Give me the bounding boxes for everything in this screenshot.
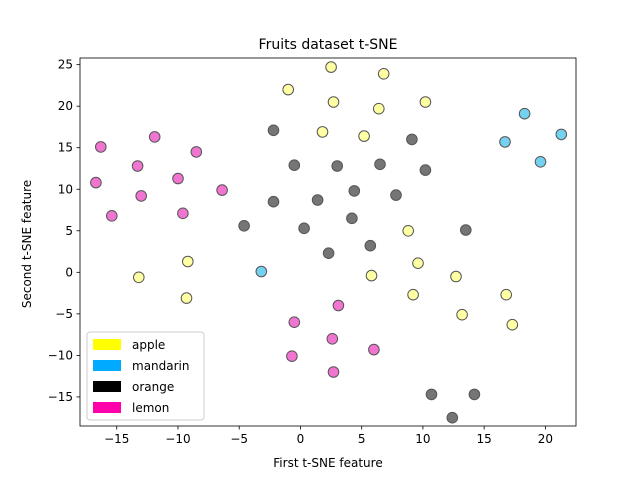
data-point-lemon [177,207,189,220]
y-tick-label: 20 [58,99,73,113]
y-tick-label: 10 [58,182,73,196]
series-orange [238,124,481,424]
y-axis: −15 −10 −5 0 5 10 15 20 25 [48,58,80,404]
data-point-lemon [288,316,301,329]
data-point-orange [425,388,438,401]
data-point-orange [267,124,280,137]
y-tick-label: 0 [65,265,73,279]
data-point-mandarin [499,136,511,148]
data-point-lemon [131,160,144,172]
legend-label-mandarin: mandarin [132,359,190,373]
data-point-lemon [327,366,340,378]
x-tick-label: 5 [358,432,366,446]
y-tick-label: −5 [55,307,73,321]
data-point-orange [390,189,402,201]
data-point-apple [358,130,370,142]
data-point-orange [406,133,418,146]
data-point-lemon [90,176,102,189]
data-point-apple [412,257,424,270]
data-point-orange [468,388,481,401]
x-tick-label: 20 [538,432,553,446]
series-mandarin [255,107,568,278]
y-tick-label: 5 [65,224,73,238]
data-point-lemon [148,131,161,143]
data-point-orange [331,160,344,172]
data-point-lemon [368,343,380,356]
data-point-orange [238,220,250,232]
data-point-lemon [95,141,107,153]
legend-box [86,331,205,421]
data-point-lemon [326,333,339,345]
data-point-lemon [332,299,345,312]
legend-swatch-apple [93,339,121,350]
data-point-apple [325,61,337,73]
data-point-apple [419,96,432,108]
data-point-orange [298,222,310,235]
data-point-apple [506,318,519,331]
legend-swatch-mandarin [93,360,121,371]
data-point-apple [365,269,378,282]
data-point-mandarin [255,265,268,278]
legend-label-lemon: lemon [132,401,169,415]
data-point-lemon [216,184,228,196]
y-tick-label: 15 [58,141,73,155]
y-tick-label: −15 [48,390,73,404]
y-tick-label: −10 [48,348,73,362]
y-axis-label: Second t-SNE feature [20,180,34,308]
data-point-orange [322,247,335,259]
data-point-lemon [172,172,184,185]
data-point-orange [364,239,377,252]
x-tick-label: 15 [477,432,492,446]
chart-title: Fruits dataset t-SNE [259,37,398,53]
plot-frame [79,57,577,427]
data-point-apple [327,96,340,108]
data-point-orange [460,224,472,236]
data-point-apple [373,102,385,115]
data-point-apple [377,68,390,80]
x-axis: −15 −10 −5 0 5 10 15 20 [104,426,553,446]
data-point-apple [500,288,513,301]
x-tick-label: −10 [165,432,190,446]
x-axis-label: First t-SNE feature [273,456,382,470]
data-point-lemon [190,146,203,158]
data-point-orange [311,194,324,206]
x-tick-label: 10 [415,432,430,446]
legend-label-orange: orange [132,380,174,394]
x-tick-label: −5 [230,432,248,446]
data-point-lemon [286,350,298,363]
legend-swatch-lemon [93,402,121,413]
series-apple [133,61,519,331]
data-point-orange [419,164,432,176]
data-point-orange [348,185,361,197]
legend: apple mandarin orange lemon [86,331,205,421]
data-point-orange [288,159,301,171]
data-point-mandarin [555,128,568,141]
series-lemon [90,131,380,378]
legend-label-apple: apple [132,338,165,352]
data-point-apple [456,308,468,321]
data-point-apple [316,126,329,138]
data-point-orange [446,411,459,424]
data-point-lemon [135,190,147,202]
data-point-apple [450,270,462,283]
data-point-orange [374,158,386,171]
data-point-lemon [106,210,118,222]
x-tick-label: −15 [104,432,129,446]
data-point-mandarin [518,107,531,120]
data-point-apple [180,292,193,304]
data-point-mandarin [534,156,547,168]
data-point-orange [267,195,280,208]
data-point-apple [133,271,145,284]
data-point-apple [182,255,194,268]
legend-swatch-orange [93,381,121,392]
data-point-apple [407,288,419,301]
data-point-orange [346,212,358,225]
y-tick-label: 25 [58,58,73,72]
data-point-apple [402,225,415,237]
data-point-apple [282,83,295,96]
x-tick-label: 0 [297,432,305,446]
